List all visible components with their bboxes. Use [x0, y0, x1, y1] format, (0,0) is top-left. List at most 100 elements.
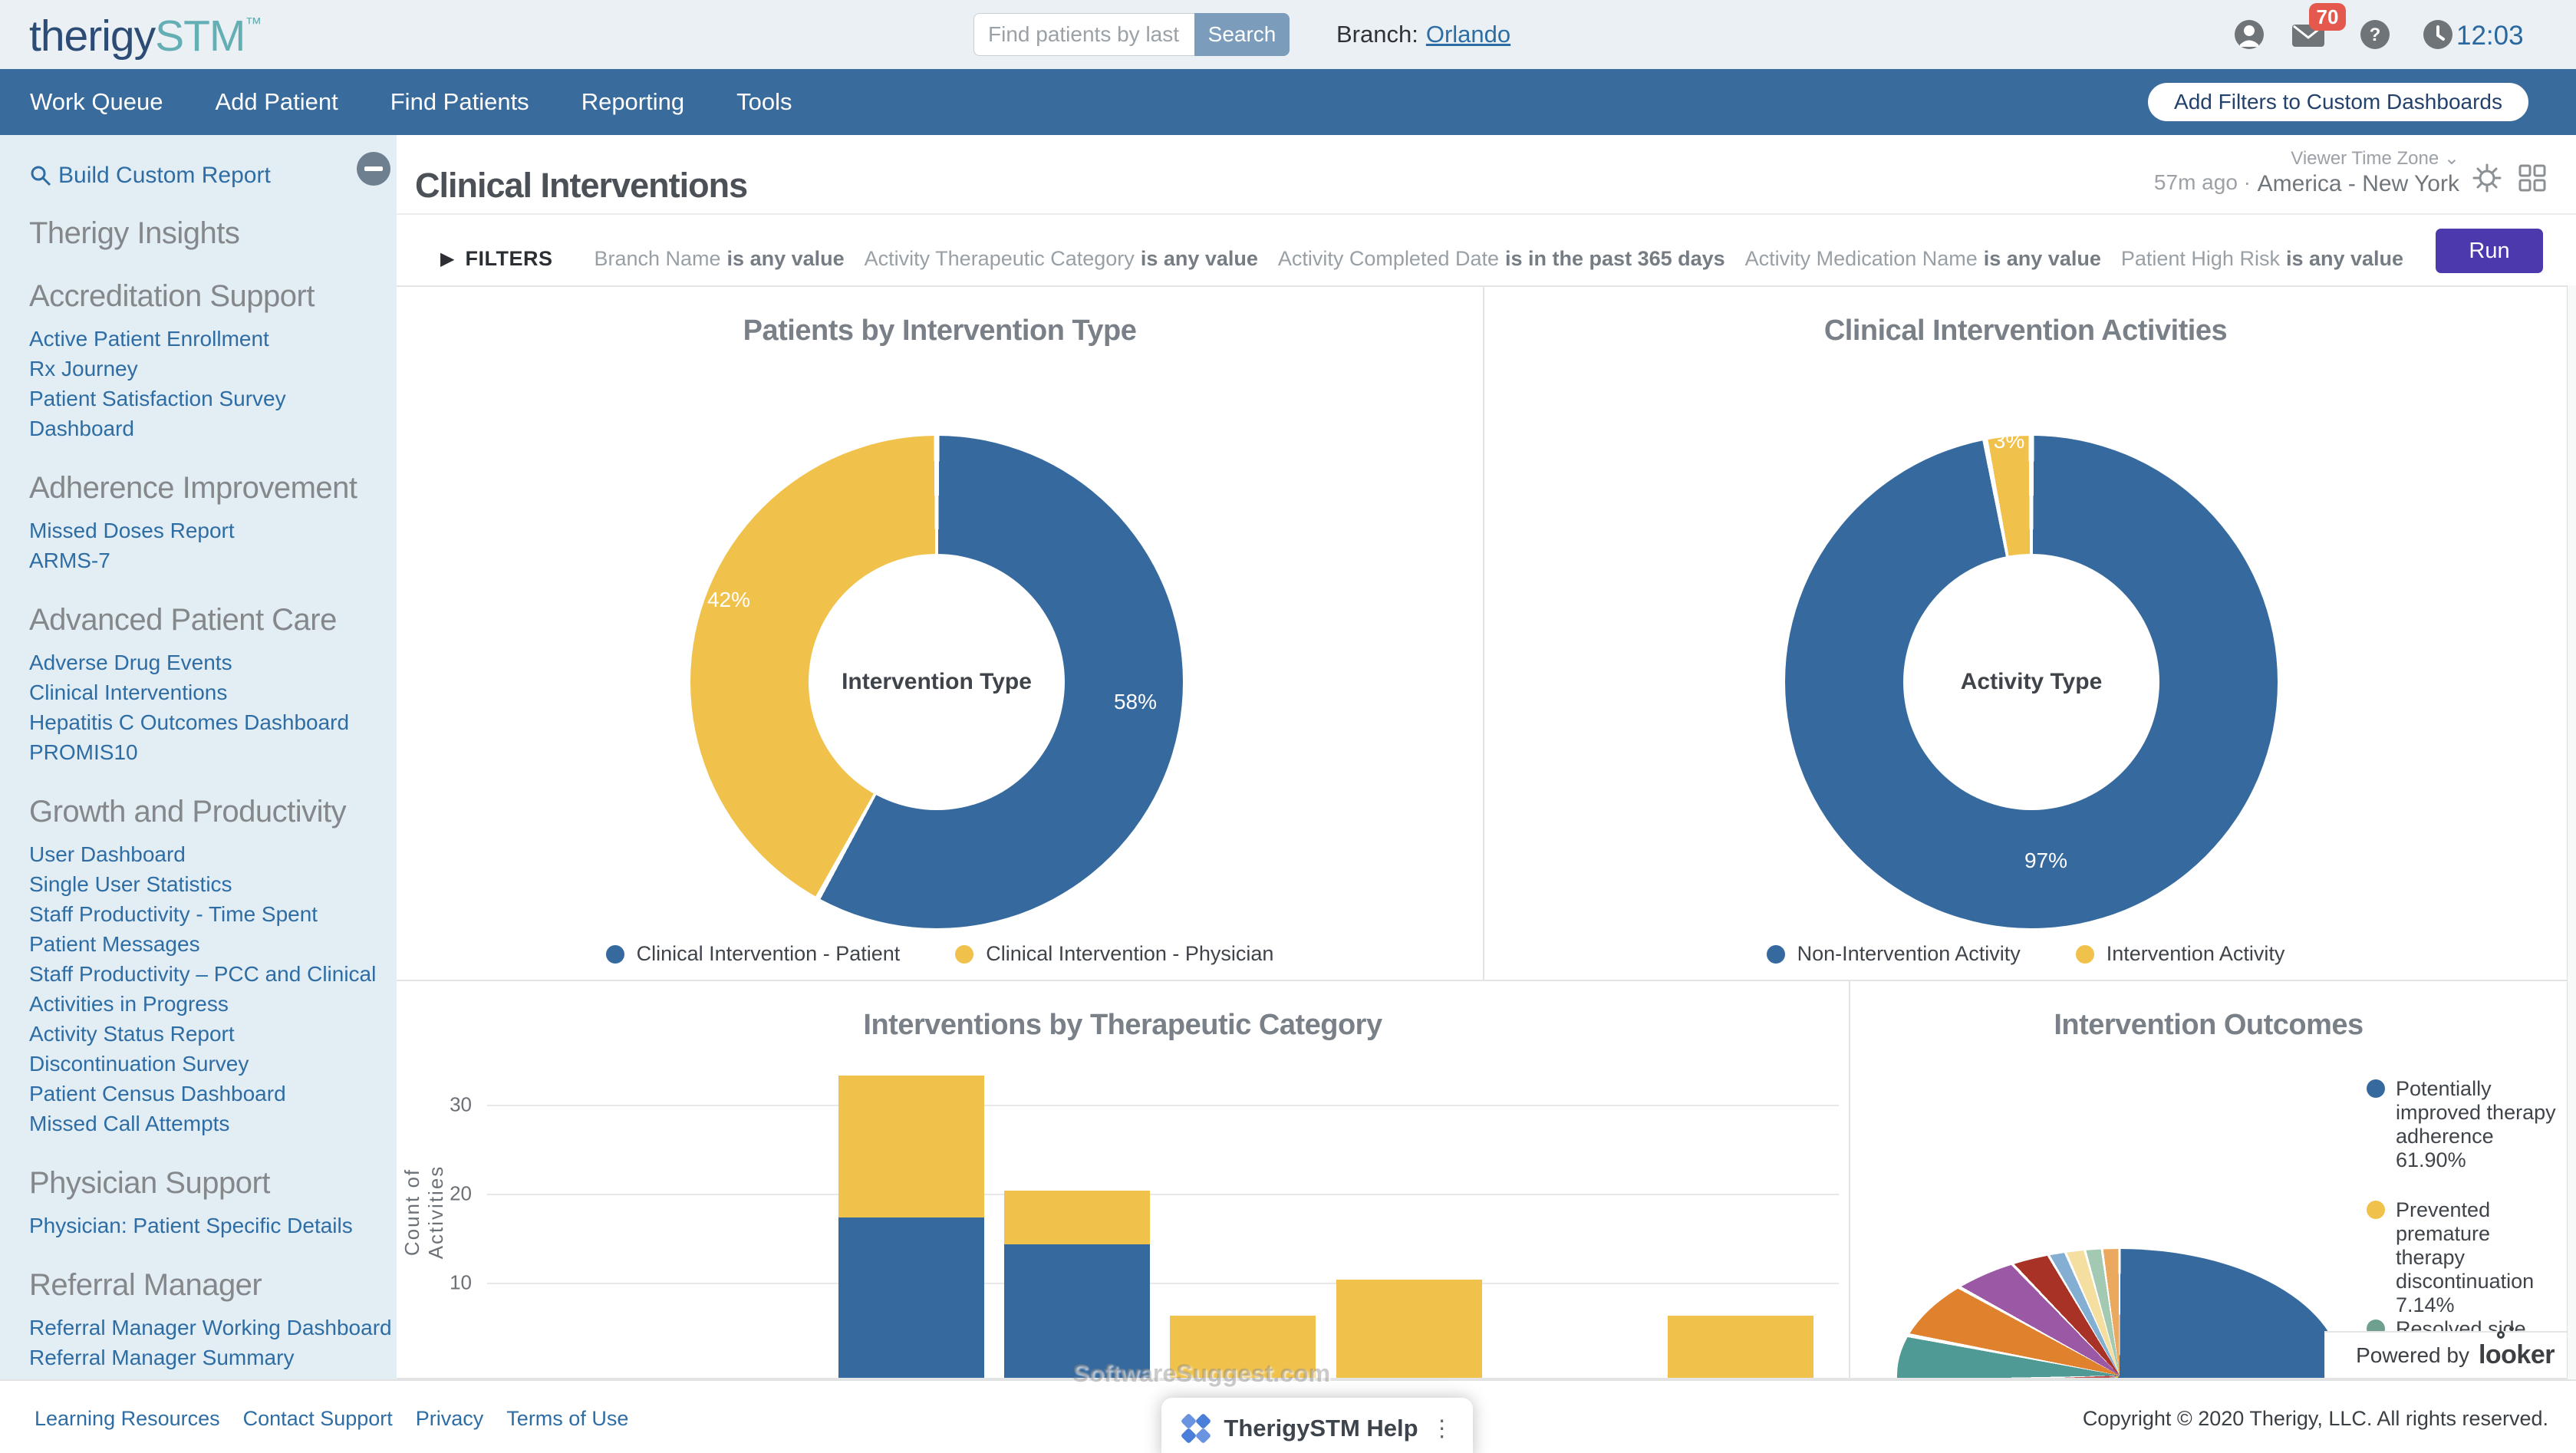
sidebar-item-user-dashboard[interactable]: User Dashboard [29, 842, 186, 866]
page-title: Clinical Interventions [415, 166, 748, 205]
bar-segment-series-yellow-0[interactable] [838, 1075, 984, 1218]
bar-segment-series-yellow-1[interactable] [1004, 1191, 1151, 1244]
filters-expand-caret[interactable]: ▶ [440, 248, 455, 269]
sidebar-item-referral-manager-working-dashboard[interactable]: Referral Manager Working Dashboard [29, 1316, 392, 1339]
help-widget-button[interactable]: TherigySTM Help ⋮ [1161, 1398, 1473, 1453]
footer-links: Learning Resources Contact Support Privacy… [35, 1407, 628, 1431]
bar-segment-series-yellow-5[interactable] [1668, 1315, 1813, 1378]
sidebar-item-clinical-interventions[interactable]: Clinical Interventions [29, 680, 228, 704]
softwaresuggest-watermark: SoftwareSuggest.com [1072, 1359, 1331, 1387]
build-custom-report-label: Build Custom Report [58, 163, 271, 188]
tile-clinical-intervention-activities: Clinical Intervention Activities Activit… [1484, 287, 2567, 980]
sidebar-item-hepatitis-c-outcomes-dashboard[interactable]: Hepatitis C Outcomes Dashboard [29, 710, 350, 734]
sidebar-item-patient-satisfaction-survey[interactable]: Patient Satisfaction Survey [29, 387, 286, 410]
filter-activity-completed-date[interactable]: Activity Completed Date is in the past 36… [1277, 246, 1725, 270]
top-header: therigySTM™ Search Branch: Orlando 70 ? 1… [0, 0, 2576, 69]
donut-center-label: Activity Type [1960, 669, 2103, 694]
kebab-menu-icon[interactable]: ⋮ [1430, 1415, 1454, 1441]
footer-link-contact-support[interactable]: Contact Support [242, 1407, 393, 1430]
help-icon[interactable]: ? [2360, 19, 2390, 50]
sidebar-item-staff-productivity-time-spent[interactable]: Staff Productivity - Time Spent [29, 902, 318, 926]
sidebar-item-patient-messages[interactable]: Patient Messages [29, 932, 200, 956]
search-button[interactable]: Search [1194, 13, 1290, 56]
footer-link-terms-of-use[interactable]: Terms of Use [506, 1407, 629, 1430]
sidebar-item-missed-doses-report[interactable]: Missed Doses Report [29, 519, 235, 542]
clock-time: 12:03 [2456, 21, 2524, 51]
timezone-label: Viewer Time Zone ⌄ [2291, 148, 2459, 169]
legend-item-potentially-improved-therapy-adherence-61-90[interactable]: Potentially improved therapy adherence 6… [2367, 1077, 2558, 1172]
filter-activity-medication-name[interactable]: Activity Medication Name is any value [1744, 246, 2101, 270]
nav-item-work-queue[interactable]: Work Queue [30, 88, 163, 115]
nav-item-add-patient[interactable]: Add Patient [215, 88, 338, 115]
scrollbar-track[interactable] [2567, 285, 2576, 1379]
filter-branch-name[interactable]: Branch Name is any value [594, 246, 845, 270]
filter-patient-high-risk[interactable]: Patient High Risk is any value [2120, 246, 2404, 270]
gear-icon[interactable] [2472, 163, 2502, 193]
sidebar-item-patient-census-dashboard[interactable]: Patient Census Dashboard [29, 1082, 286, 1105]
powered-by-text: Powered by [2356, 1343, 2469, 1367]
tile-intervention-outcomes: Intervention Outcomes Potentially improv… [1850, 981, 2567, 1378]
legend-label: Potentially improved therapy adherence 6… [2396, 1077, 2556, 1171]
legend-item-prevented-premature-therapy-discontinuation-7-14[interactable]: Prevented premature therapy discontinuat… [2367, 1198, 2558, 1317]
sidebar-item-staff-productivity-pcc-and-clinical[interactable]: Staff Productivity – PCC and Clinical [29, 962, 377, 986]
sidebar-item-active-patient-enrollment[interactable]: Active Patient Enrollment [29, 327, 269, 351]
copyright-text: Copyright © 2020 Therigy, LLC. All right… [2082, 1407, 2548, 1430]
sidebar-item-missed-call-attempts[interactable]: Missed Call Attempts [29, 1112, 230, 1135]
bar-segment-series-blue-0[interactable] [838, 1217, 984, 1378]
legend-item-clinical-intervention-physician[interactable]: Clinical Intervention - Physician [955, 942, 1273, 966]
gridline-30 [487, 1105, 1839, 1106]
sidebar-item-activities-in-progress[interactable]: Activities in Progress [29, 992, 229, 1016]
sidebar-section-accreditation-support: Accreditation Support Active Patient Enro… [29, 278, 381, 443]
sidebar-item-physician-patient-specific-details[interactable]: Physician: Patient Specific Details [29, 1214, 353, 1237]
nav-item-tools[interactable]: Tools [736, 88, 792, 115]
sidebar-item-promis10[interactable]: PROMIS10 [29, 740, 138, 764]
chart-title: Clinical Intervention Activities [1823, 315, 2228, 347]
bar-segment-series-yellow-3[interactable] [1336, 1280, 1482, 1378]
branch-link[interactable]: Orlando [1425, 21, 1511, 48]
slice-data-label: 58% [1113, 690, 1158, 713]
sidebar-item-single-user-statistics[interactable]: Single User Statistics [29, 872, 232, 896]
sidebar-item-arms-7[interactable]: ARMS-7 [29, 549, 110, 572]
legend-item-non-intervention-activity[interactable]: Non-Intervention Activity [1766, 942, 2021, 966]
sidebar-heading: Referral Manager [29, 1268, 262, 1302]
timezone-block[interactable]: Viewer Time Zone ⌄ America - New York [2258, 147, 2459, 197]
clock-icon[interactable] [2423, 19, 2453, 50]
filter-activity-therapeutic-category[interactable]: Activity Therapeutic Category is any valu… [864, 246, 1258, 270]
legend-swatch [2367, 1201, 2385, 1219]
sidebar-item-activity-status-report[interactable]: Activity Status Report [29, 1022, 235, 1046]
main-nav: Work Queue Add Patient Find Patients Report… [0, 69, 2576, 135]
bar-segment-series-blue-1[interactable] [1004, 1244, 1151, 1378]
donut-center-label: Intervention Type [842, 669, 1032, 694]
filters-label: FILTERS [465, 246, 553, 270]
bar-segment-series-yellow-2[interactable] [1170, 1315, 1316, 1378]
legend-item-intervention-activity[interactable]: Intervention Activity [2075, 942, 2284, 966]
add-filters-button[interactable]: Add Filters to Custom Dashboards [2148, 83, 2528, 121]
user-avatar-icon[interactable] [2234, 19, 2265, 50]
sidebar-section-physician-support: Physician Support Physician: Patient Spec… [29, 1165, 381, 1240]
sidebar-item-referral-manager-summary[interactable]: Referral Manager Summary [29, 1346, 295, 1369]
sidebar-item-discontinuation-survey[interactable]: Discontinuation Survey [29, 1052, 249, 1076]
dashboards-grid-icon[interactable] [2517, 163, 2548, 193]
looker-logo[interactable]: looker [2479, 1326, 2555, 1370]
build-custom-report-link[interactable]: Build Custom Report [29, 163, 381, 189]
nav-item-reporting[interactable]: Reporting [581, 88, 685, 115]
sidebar-collapse-button[interactable] [357, 152, 390, 186]
pie-chart-intervention-outcomes[interactable] [1897, 1249, 2342, 1378]
reports-sidebar: Build Custom Report Therigy Insights Accr… [0, 135, 397, 1379]
footer-link-privacy[interactable]: Privacy [415, 1407, 484, 1430]
run-button[interactable]: Run [2436, 229, 2543, 273]
nav-item-find-patients[interactable]: Find Patients [390, 88, 529, 115]
search-input[interactable] [973, 13, 1194, 56]
search-icon [31, 166, 51, 186]
chart-legend: Clinical Intervention - Patient Clinical … [397, 942, 1483, 966]
sidebar-item-dashboard[interactable]: Dashboard [29, 417, 134, 440]
sidebar-item-rx-journey[interactable]: Rx Journey [29, 357, 138, 381]
slice-data-label: 97% [2024, 848, 2068, 872]
y-tick-10: 10 [450, 1270, 472, 1294]
sidebar-item-adverse-drug-events[interactable]: Adverse Drug Events [29, 651, 232, 674]
legend-item-clinical-intervention-patient[interactable]: Clinical Intervention - Patient [605, 942, 900, 966]
tile-patients-by-intervention-type: Patients by Intervention Type Interventi… [397, 287, 1483, 980]
footer-link-learning-resources[interactable]: Learning Resources [35, 1407, 220, 1430]
legend-swatch [955, 944, 974, 964]
chart-title: Interventions by Therapeutic Category [863, 1009, 1382, 1041]
